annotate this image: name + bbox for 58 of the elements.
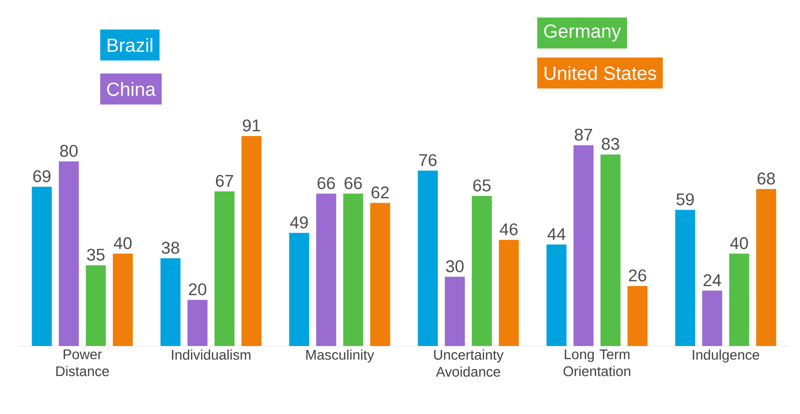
bar xyxy=(628,286,648,346)
data-label: 66 xyxy=(318,177,335,190)
bar xyxy=(600,154,621,346)
data-label: 80 xyxy=(60,144,78,157)
text: United States xyxy=(544,66,656,80)
data-label: 68 xyxy=(758,172,775,185)
data-label: 40 xyxy=(730,237,748,250)
x-tick-label: Long Term Orientation xyxy=(564,350,630,376)
bar xyxy=(472,196,492,346)
data-label: 20 xyxy=(188,283,206,296)
bar xyxy=(32,186,52,346)
data-label: 83 xyxy=(602,138,620,150)
data-label: 38 xyxy=(162,242,180,254)
bar xyxy=(86,265,106,346)
bar xyxy=(444,276,465,346)
bar xyxy=(675,210,696,346)
bar xyxy=(58,161,79,346)
bar xyxy=(418,170,438,346)
x-tick-label: Individualism xyxy=(172,350,250,360)
data-label: 87 xyxy=(574,128,592,141)
x-tick-label: Uncertainty Avoidance xyxy=(434,350,504,377)
data-label: 35 xyxy=(87,248,105,261)
data-label: 69 xyxy=(33,170,50,182)
bar xyxy=(756,189,776,346)
data-label: 40 xyxy=(114,237,132,250)
x-tick-label: Power Distance xyxy=(56,350,109,376)
data-label: 65 xyxy=(473,179,491,192)
bar xyxy=(574,145,594,346)
bar xyxy=(242,136,262,346)
data-label: 30 xyxy=(446,260,464,272)
data-label: 62 xyxy=(372,186,389,198)
bar xyxy=(498,240,519,346)
bar xyxy=(160,258,181,346)
bar xyxy=(289,232,310,346)
bar xyxy=(214,191,235,346)
bar xyxy=(370,202,390,346)
bar xyxy=(702,290,722,346)
bar xyxy=(546,244,567,346)
data-label: 67 xyxy=(216,174,234,187)
data-label: 59 xyxy=(676,193,694,206)
data-label: 91 xyxy=(242,119,260,132)
data-label: 49 xyxy=(290,216,308,228)
bar xyxy=(343,194,364,346)
x-tick-label: Indulgence xyxy=(692,350,760,363)
data-label: 76 xyxy=(419,154,437,166)
data-label: 66 xyxy=(344,177,362,190)
bar xyxy=(316,194,336,346)
bar xyxy=(729,254,750,346)
data-label: 46 xyxy=(500,223,518,236)
data-label: 24 xyxy=(704,274,722,286)
text: China xyxy=(107,82,156,96)
bar xyxy=(112,254,133,346)
bar xyxy=(188,300,208,346)
text: Brazil xyxy=(108,38,152,52)
data-label: 44 xyxy=(547,228,566,240)
x-tick-label: Masculinity xyxy=(306,350,374,363)
data-label: 26 xyxy=(628,269,646,282)
text: Germany xyxy=(544,24,621,42)
